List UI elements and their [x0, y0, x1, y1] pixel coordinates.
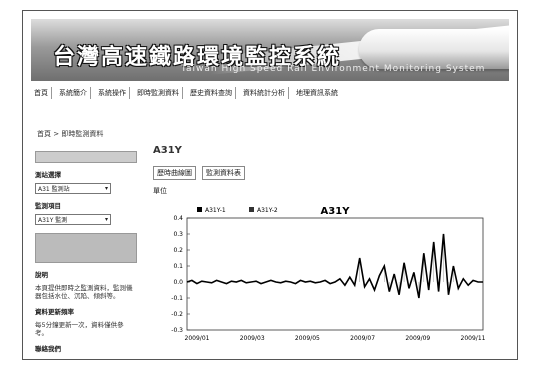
nav-item-realtime[interactable]: 即時監測資料 [134, 87, 183, 99]
x-tick-label: 2009/09 [405, 335, 430, 342]
unit-label: 單位 [153, 187, 167, 195]
main-content: A31Y 歷時曲線圖 監測資料表 單位 A31Y-1 A31Y-2 A31Y 0.… [153, 145, 509, 355]
sidebar-image [35, 233, 137, 263]
chart-title: A31Y [321, 206, 351, 217]
page-frame: 台灣高速鐵路環境監控系統 Taiwan High Speed Rail Envi… [22, 10, 518, 360]
series-area [186, 233, 483, 299]
y-tick-label: 0.2 [173, 247, 183, 254]
chevron-down-icon: ▾ [104, 185, 108, 192]
item-select-value: A31Y 監測 [38, 217, 68, 224]
nav-item-intro[interactable]: 系統簡介 [56, 87, 91, 99]
chart: A31Y-1 A31Y-2 A31Y 0.4 0.3 0.2 0.1 0.0 -0.1 -0.… [171, 206, 486, 342]
legend-label: A31Y-1 [205, 207, 226, 214]
legend-marker [197, 207, 202, 212]
y-tick-label: -0.1 [171, 295, 183, 302]
note-text: 每5分鐘更新一次，資料僅供參考。 [35, 321, 124, 337]
tab-chart[interactable]: 歷時曲線圖 [153, 166, 196, 180]
legend-marker [249, 207, 254, 212]
nav-item-statistics[interactable]: 資料統計分析 [240, 87, 289, 99]
sidebar-header-box [35, 151, 137, 163]
station-select[interactable]: A31 監測站 ▾ [35, 183, 111, 194]
page-heading: A31Y [153, 145, 182, 156]
legend-label: A31Y-2 [257, 207, 278, 214]
chart-legend: A31Y-1 A31Y-2 [197, 207, 278, 214]
y-tick-label: 0.0 [173, 279, 183, 286]
x-axis: 2009/01 2009/03 2009/05 2009/07 2009/09 2009/… [185, 335, 486, 342]
series-line [186, 233, 483, 299]
info-text: 本頁提供即時之監測資料，監測儀器包括水位、沉陷、傾斜等。 [35, 284, 133, 300]
site-banner: 台灣高速鐵路環境監控系統 Taiwan High Speed Rail Envi… [31, 19, 509, 81]
station-select-value: A31 監測站 [38, 186, 70, 193]
nav-item-history[interactable]: 歷史資料查詢 [187, 87, 236, 99]
nav-item-gis[interactable]: 地理資訊系統 [296, 89, 338, 97]
item-label: 監測項目 [35, 202, 61, 210]
nav-item-home[interactable]: 首頁 [31, 87, 52, 99]
note-label: 資料更新頻率 [35, 308, 74, 316]
chart-plot-area [186, 217, 484, 331]
y-tick-label: 0.1 [173, 263, 183, 270]
x-tick-label: 2009/01 [185, 335, 210, 342]
train-image [359, 29, 509, 69]
breadcrumb: 首頁 > 即時監測資料 [37, 130, 104, 138]
site-title: 台灣高速鐵路環境監控系統 [53, 45, 342, 70]
x-tick-label: 2009/11 [461, 335, 486, 342]
tab-table[interactable]: 監測資料表 [202, 166, 245, 180]
sidebar-footer-link[interactable]: 聯絡我們 [35, 345, 61, 353]
chevron-down-icon: ▾ [104, 216, 108, 223]
x-tick-label: 2009/03 [240, 335, 265, 342]
y-axis: 0.4 0.3 0.2 0.1 0.0 -0.1 -0.2 -0.3 [171, 215, 190, 334]
view-tabs: 歷時曲線圖 監測資料表 [153, 166, 509, 180]
site-subtitle: Taiwan High Speed Rail Environment Monit… [181, 64, 486, 74]
station-label: 測站選擇 [35, 171, 61, 179]
info-label: 說明 [35, 271, 48, 279]
main-nav: 首頁 系統簡介 系統操作 即時監測資料 歷史資料查詢 資料統計分析 地理資訊系統 [31, 85, 509, 101]
y-tick-label: -0.3 [171, 327, 183, 334]
x-tick-label: 2009/07 [350, 335, 375, 342]
y-tick-label: 0.4 [173, 215, 183, 222]
y-tick-label: -0.2 [171, 311, 183, 318]
item-select[interactable]: A31Y 監測 ▾ [35, 214, 111, 225]
y-tick-label: 0.3 [173, 231, 183, 238]
nav-item-operation[interactable]: 系統操作 [95, 87, 130, 99]
sidebar: 測站選擇 A31 監測站 ▾ 監測項目 A31Y 監測 ▾ 說明 本頁提供即時之… [31, 145, 143, 353]
x-tick-label: 2009/05 [295, 335, 320, 342]
